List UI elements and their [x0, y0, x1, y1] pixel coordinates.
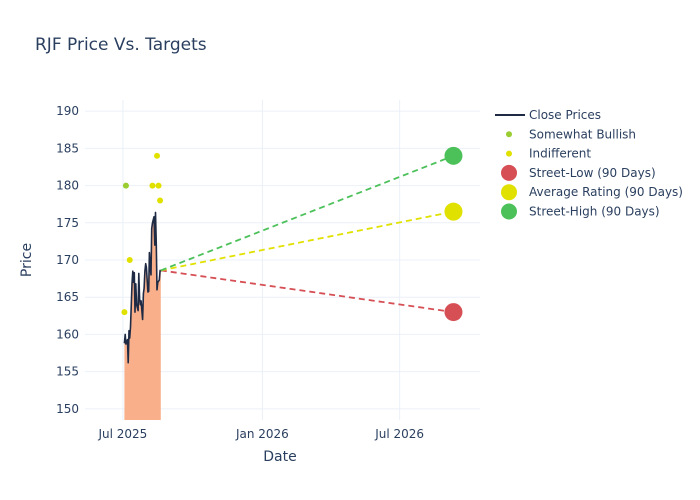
legend-label-street-high-90-days: Street-High (90 Days)	[529, 205, 660, 219]
legend-swatch-street-low-90-days	[501, 164, 517, 181]
y-tick-label: 170	[56, 253, 79, 267]
target-lines	[160, 154, 454, 313]
y-tick-label: 190	[56, 104, 79, 118]
legend: Close Prices Somewhat Bullish Indifferent S…	[495, 108, 683, 220]
legend-label-average-rating-90-days: Average Rating (90 Days)	[529, 185, 683, 199]
average-target-line	[160, 210, 454, 272]
street-low-target-marker	[444, 303, 463, 322]
legend-label-street-low-90-days: Street-Low (90 Days)	[529, 166, 656, 180]
legend-swatch-street-high-90-days	[501, 203, 517, 220]
x-tick-label: Jul 2026	[374, 427, 424, 441]
y-tick-label: 175	[56, 216, 79, 230]
somewhat-bullish-point	[122, 182, 129, 189]
axis-ticks: 150 155 160 165 170 175 180 185 190 Jul 2025 Jan 2…	[56, 104, 424, 441]
y-tick-label: 160	[56, 327, 79, 341]
y-tick-label: 150	[56, 402, 79, 416]
legend-swatch-somewhat-bullish	[506, 131, 512, 138]
street-low-target-line	[160, 269, 454, 313]
average-target-marker	[444, 202, 463, 221]
legend-label-close-prices: Close Prices	[529, 108, 601, 122]
indifferent-point	[154, 152, 161, 159]
y-tick-label: 155	[56, 365, 79, 379]
legend-swatch-indifferent	[506, 150, 512, 157]
legend-label-somewhat-bullish: Somewhat Bullish	[529, 127, 636, 141]
y-tick-label: 180	[56, 179, 79, 193]
indifferent-point	[149, 182, 156, 189]
y-tick-label: 165	[56, 290, 79, 304]
legend-swatch-average-rating-90-days	[501, 184, 517, 201]
y-axis-title: Price	[19, 243, 35, 277]
indifferent-point	[121, 309, 128, 316]
x-tick-label: Jul 2025	[97, 427, 147, 441]
y-tick-label: 185	[56, 141, 79, 155]
close-price-line	[123, 211, 162, 364]
rating-points	[121, 146, 463, 322]
street-high-target-line	[160, 154, 454, 272]
indifferent-point	[155, 182, 162, 189]
x-tick-label: Jan 2026	[235, 427, 289, 441]
street-high-target-marker	[444, 146, 463, 165]
close-price-area	[123, 211, 162, 420]
indifferent-point	[126, 257, 133, 263]
legend-label-indifferent: Indifferent	[529, 147, 591, 161]
x-axis-title: Date	[263, 449, 296, 465]
chart-title: RJF Price Vs. Targets	[35, 35, 207, 55]
indifferent-point	[157, 197, 164, 204]
